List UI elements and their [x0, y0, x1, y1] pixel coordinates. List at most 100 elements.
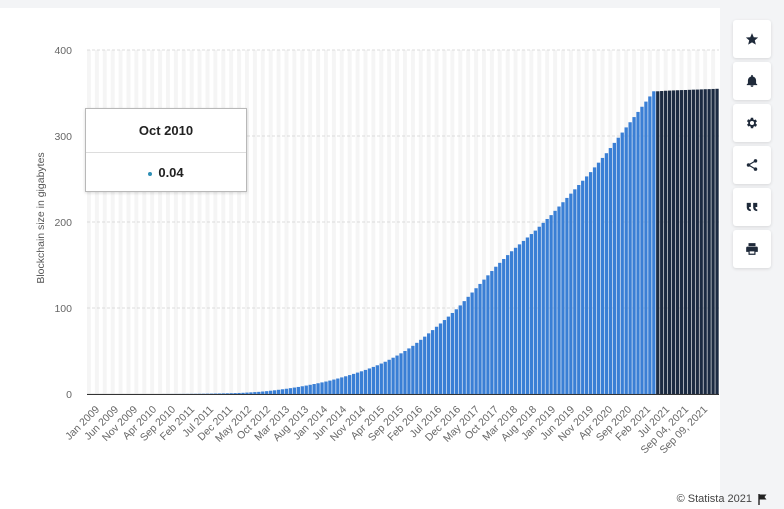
bar[interactable]	[565, 197, 569, 394]
bar[interactable]	[581, 180, 585, 394]
bar[interactable]	[521, 240, 526, 394]
bar[interactable]	[624, 127, 628, 395]
bar[interactable]	[458, 305, 462, 394]
bar[interactable]	[671, 90, 676, 395]
notify-button[interactable]	[733, 62, 771, 100]
bar[interactable]	[391, 357, 395, 394]
bar[interactable]	[450, 312, 455, 394]
bar[interactable]	[423, 336, 427, 394]
bar[interactable]	[715, 88, 719, 394]
bar[interactable]	[411, 345, 415, 394]
bar[interactable]	[415, 342, 419, 394]
bar[interactable]	[478, 283, 482, 394]
bar[interactable]	[537, 226, 541, 394]
bar[interactable]	[683, 89, 688, 395]
bar[interactable]	[296, 386, 300, 394]
bar[interactable]	[533, 230, 537, 394]
bar[interactable]	[616, 137, 620, 394]
bar[interactable]	[446, 316, 451, 394]
bar[interactable]	[249, 392, 253, 394]
bar[interactable]	[486, 275, 490, 394]
bar[interactable]	[241, 392, 245, 394]
bar[interactable]	[324, 381, 328, 394]
print-button[interactable]	[733, 230, 771, 268]
copyright-text[interactable]: © Statista 2021	[676, 493, 752, 505]
bar[interactable]	[648, 96, 652, 394]
cite-button[interactable]	[733, 188, 771, 226]
bar[interactable]	[225, 393, 229, 394]
flag-icon[interactable]	[758, 493, 768, 505]
bar[interactable]	[660, 91, 664, 394]
bar[interactable]	[454, 309, 458, 394]
bar[interactable]	[506, 255, 510, 394]
share-button[interactable]	[733, 146, 771, 184]
bar[interactable]	[695, 89, 699, 394]
bar[interactable]	[359, 371, 364, 394]
bar[interactable]	[363, 369, 368, 394]
bar[interactable]	[332, 379, 336, 394]
bar[interactable]	[221, 393, 225, 394]
bar[interactable]	[336, 378, 340, 394]
settings-button[interactable]	[733, 104, 771, 142]
bar[interactable]	[269, 390, 273, 394]
bar[interactable]	[553, 210, 557, 394]
bar[interactable]	[320, 382, 324, 394]
bar[interactable]	[265, 391, 269, 394]
bar[interactable]	[577, 185, 581, 394]
bar[interactable]	[379, 363, 383, 394]
bar[interactable]	[261, 391, 265, 394]
bar[interactable]	[257, 391, 261, 394]
bar[interactable]	[517, 244, 522, 394]
bar[interactable]	[679, 90, 684, 395]
bar[interactable]	[707, 89, 711, 394]
bar[interactable]	[470, 292, 474, 394]
bar[interactable]	[430, 330, 435, 394]
bar[interactable]	[608, 148, 613, 394]
bar[interactable]	[592, 167, 597, 394]
bar[interactable]	[494, 266, 498, 394]
bar[interactable]	[272, 390, 277, 394]
bar[interactable]	[545, 218, 549, 394]
bar[interactable]	[328, 380, 332, 394]
bar[interactable]	[498, 262, 502, 394]
bar[interactable]	[561, 202, 565, 394]
bar[interactable]	[549, 215, 553, 394]
bar[interactable]	[703, 89, 707, 394]
bar[interactable]	[541, 222, 545, 394]
bar[interactable]	[284, 388, 289, 394]
bar[interactable]	[229, 393, 233, 394]
bar[interactable]	[387, 359, 391, 394]
bar[interactable]	[399, 353, 403, 394]
bar[interactable]	[395, 355, 399, 394]
bar[interactable]	[292, 387, 297, 394]
bar[interactable]	[375, 365, 379, 394]
bar[interactable]	[687, 89, 692, 395]
bar[interactable]	[427, 333, 431, 394]
bar[interactable]	[632, 117, 636, 394]
bar[interactable]	[667, 90, 672, 394]
bar[interactable]	[596, 162, 601, 394]
bar[interactable]	[383, 361, 387, 394]
bar[interactable]	[490, 271, 494, 394]
bar[interactable]	[434, 326, 439, 394]
bar[interactable]	[253, 392, 257, 394]
bar[interactable]	[636, 111, 640, 395]
bar[interactable]	[304, 385, 308, 394]
favorite-button[interactable]	[733, 20, 771, 58]
bar[interactable]	[482, 279, 486, 394]
bar[interactable]	[569, 193, 573, 394]
bar[interactable]	[217, 393, 221, 394]
bar[interactable]	[474, 288, 478, 394]
bar[interactable]	[675, 90, 680, 395]
bar[interactable]	[403, 351, 407, 394]
bar[interactable]	[588, 172, 593, 394]
bar[interactable]	[438, 323, 443, 394]
bar[interactable]	[644, 101, 648, 394]
bar[interactable]	[466, 296, 470, 394]
bar[interactable]	[371, 366, 376, 394]
bar[interactable]	[288, 388, 293, 394]
bar[interactable]	[280, 389, 285, 394]
bar[interactable]	[276, 389, 281, 394]
bar[interactable]	[316, 383, 320, 394]
bar[interactable]	[628, 122, 632, 395]
